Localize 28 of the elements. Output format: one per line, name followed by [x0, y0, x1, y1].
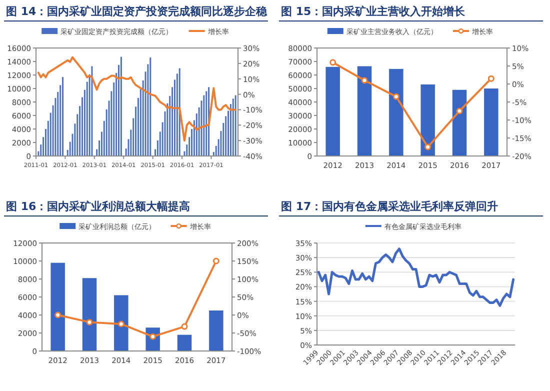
point — [330, 59, 336, 66]
point — [118, 320, 124, 328]
line-series — [317, 248, 515, 307]
bar — [209, 310, 224, 351]
chart-title: 图 17：国内有色金属采选业毛利率反弹回升 — [281, 200, 498, 213]
bar — [452, 90, 467, 156]
point — [488, 75, 494, 82]
point — [54, 312, 62, 318]
bar — [82, 278, 97, 351]
bar — [389, 68, 404, 156]
chart-title: 图 16：国内采矿业利润总额大幅提高 — [6, 200, 190, 213]
chart-title: 图 15：国内采矿业主营收入开始增长 — [281, 5, 466, 18]
point — [392, 93, 400, 100]
point — [456, 108, 463, 114]
point — [212, 258, 220, 264]
bar — [114, 295, 128, 351]
bar — [50, 262, 65, 351]
point — [424, 144, 432, 150]
bar — [326, 66, 340, 156]
point — [361, 77, 368, 84]
bar — [420, 84, 435, 156]
chart-title: 图 14：国内采矿业固定资产投资完成额同比逐步企稳 — [6, 5, 268, 18]
point — [86, 318, 93, 326]
line-series — [37, 56, 237, 142]
point — [181, 323, 188, 330]
bar — [177, 334, 192, 351]
bar — [357, 66, 372, 156]
bar — [484, 88, 498, 156]
